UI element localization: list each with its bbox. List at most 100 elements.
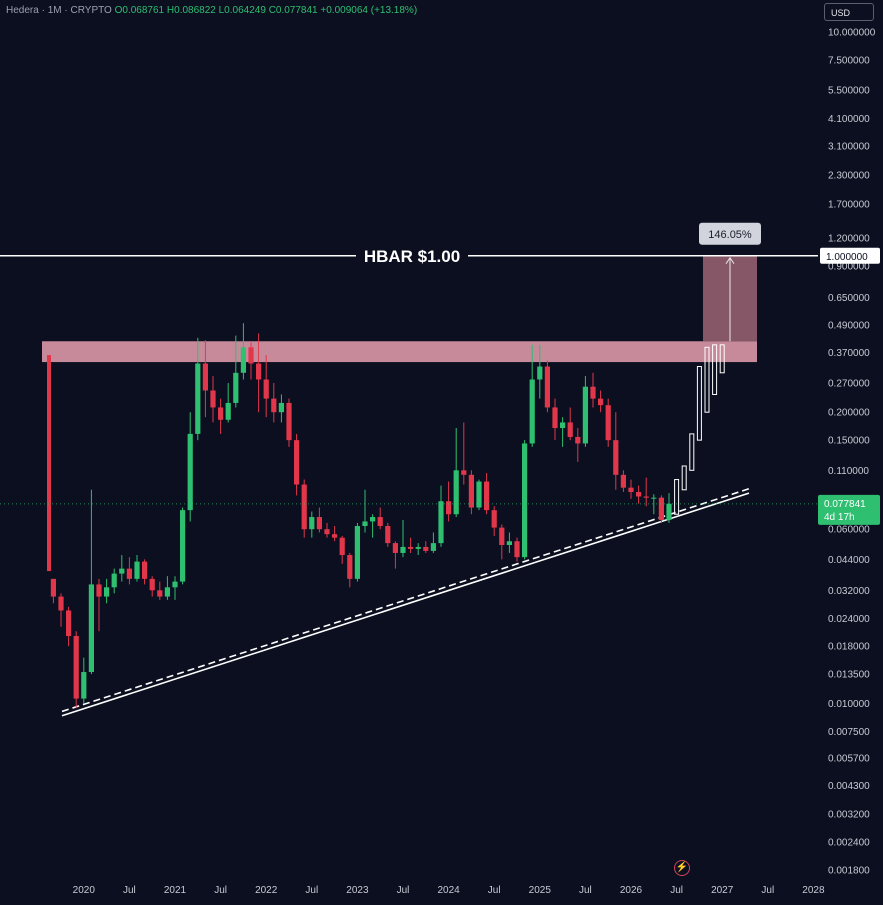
candles-layer	[47, 323, 725, 709]
candle-body	[202, 363, 208, 391]
time-tick-label: 2022	[255, 885, 278, 896]
candle-body	[50, 578, 56, 597]
candle-body	[278, 402, 284, 413]
candle-body	[522, 443, 528, 558]
countdown-label: 4d 17h	[824, 512, 855, 523]
candle-body	[263, 379, 269, 399]
price-tick-label: 0.150000	[828, 436, 870, 447]
candle-body	[636, 491, 642, 497]
candle-body	[248, 347, 254, 364]
candle-body	[134, 561, 140, 579]
candle-body	[149, 578, 155, 591]
overlay-layer: HBAR $1.00 146.05%	[0, 222, 818, 505]
candle-body	[400, 546, 406, 553]
initial-drop-candle	[47, 355, 51, 572]
candle-body	[126, 568, 132, 579]
symbol-legend: Hedera · 1M · CRYPTO O0.068761 H0.086822…	[6, 5, 417, 16]
candle-body	[66, 610, 72, 636]
symbol-name[interactable]: Hedera	[6, 5, 39, 16]
price-tick-label: 2.300000	[828, 170, 870, 181]
projection-bar	[719, 344, 725, 374]
price-tick-label: 0.900000	[828, 262, 870, 273]
candle-body	[499, 527, 505, 546]
time-tick-label: 2025	[529, 885, 552, 896]
candle-body	[309, 517, 315, 530]
candle-body	[332, 534, 338, 538]
candle-body	[552, 407, 558, 428]
candle-body	[491, 510, 497, 528]
currency-button[interactable]: USD	[824, 3, 874, 21]
candle-body	[377, 517, 383, 527]
candle-body	[658, 497, 664, 520]
price-tick-label: 0.010000	[828, 699, 870, 710]
market-label: CRYPTO	[70, 5, 112, 16]
price-tick-label: 0.005700	[828, 753, 870, 764]
trendline-layer	[61, 487, 750, 717]
price-tick-label: 0.490000	[828, 321, 870, 332]
time-tick-label: Jul	[670, 885, 683, 896]
candle-body	[453, 470, 459, 515]
candle-body	[430, 543, 436, 551]
target-line-label: HBAR $1.00	[364, 247, 460, 266]
candle-body	[271, 398, 277, 413]
candle-body	[484, 481, 490, 511]
candle-body	[96, 584, 102, 597]
candle-body	[73, 635, 79, 699]
candle-body	[111, 573, 117, 588]
high-value: H0.086822	[166, 5, 216, 16]
legend-separator: ·	[64, 5, 68, 16]
close-value: C0.077841	[268, 5, 318, 16]
target-price-badge	[820, 247, 880, 264]
candle-body	[537, 366, 543, 380]
price-tick-label: 0.110000	[828, 466, 869, 477]
candle-body	[157, 590, 163, 597]
candle-body	[628, 487, 634, 492]
candle-body	[666, 503, 672, 520]
candle-body	[81, 672, 87, 699]
candle-body	[582, 386, 588, 444]
price-tick-label: 0.018000	[828, 642, 870, 653]
candle-body	[354, 526, 360, 579]
candle-body	[385, 526, 391, 544]
interval-label[interactable]: 1M	[47, 5, 62, 16]
candle-body	[446, 501, 452, 515]
candle-body	[392, 543, 398, 553]
time-tick-label: Jul	[123, 885, 136, 896]
candle-body	[476, 481, 482, 508]
candle-body	[514, 541, 520, 558]
current-price-badge	[818, 494, 880, 525]
candle-body	[119, 568, 125, 574]
candle-body	[438, 501, 444, 544]
resistance-zone	[42, 341, 757, 363]
candle-body	[461, 470, 467, 475]
candle-body	[567, 422, 573, 437]
price-tick-label: 0.044000	[828, 555, 870, 566]
candle-body	[240, 347, 246, 373]
price-tick-label: 0.001800	[828, 866, 870, 877]
open-value: O0.068761	[114, 5, 165, 16]
price-tick-label: 0.270000	[828, 379, 870, 390]
price-tick-label: 7.500000	[828, 55, 870, 66]
candle-body	[529, 379, 535, 444]
candle-body	[506, 541, 512, 546]
candle-body	[415, 546, 421, 549]
candle-body	[301, 484, 307, 530]
price-tick-label: 0.004300	[828, 781, 870, 792]
candle-body	[210, 390, 216, 408]
low-value: L0.064249	[218, 5, 266, 16]
lightning-icon[interactable]: ⚡	[674, 860, 690, 876]
price-tick-label: 0.650000	[828, 293, 870, 304]
projection-bar	[712, 344, 718, 395]
price-tick-label: 1.200000	[828, 234, 870, 245]
candle-body	[613, 440, 619, 475]
candle-body	[88, 584, 94, 673]
price-tick-label: 4.100000	[828, 114, 870, 125]
projection-arrow-head	[725, 256, 735, 265]
candle-body	[180, 510, 186, 582]
price-tick-label: 0.060000	[828, 525, 870, 536]
zone-layer	[42, 255, 757, 363]
candle-body	[256, 363, 262, 380]
price-tick-label: 0.024000	[828, 614, 870, 625]
